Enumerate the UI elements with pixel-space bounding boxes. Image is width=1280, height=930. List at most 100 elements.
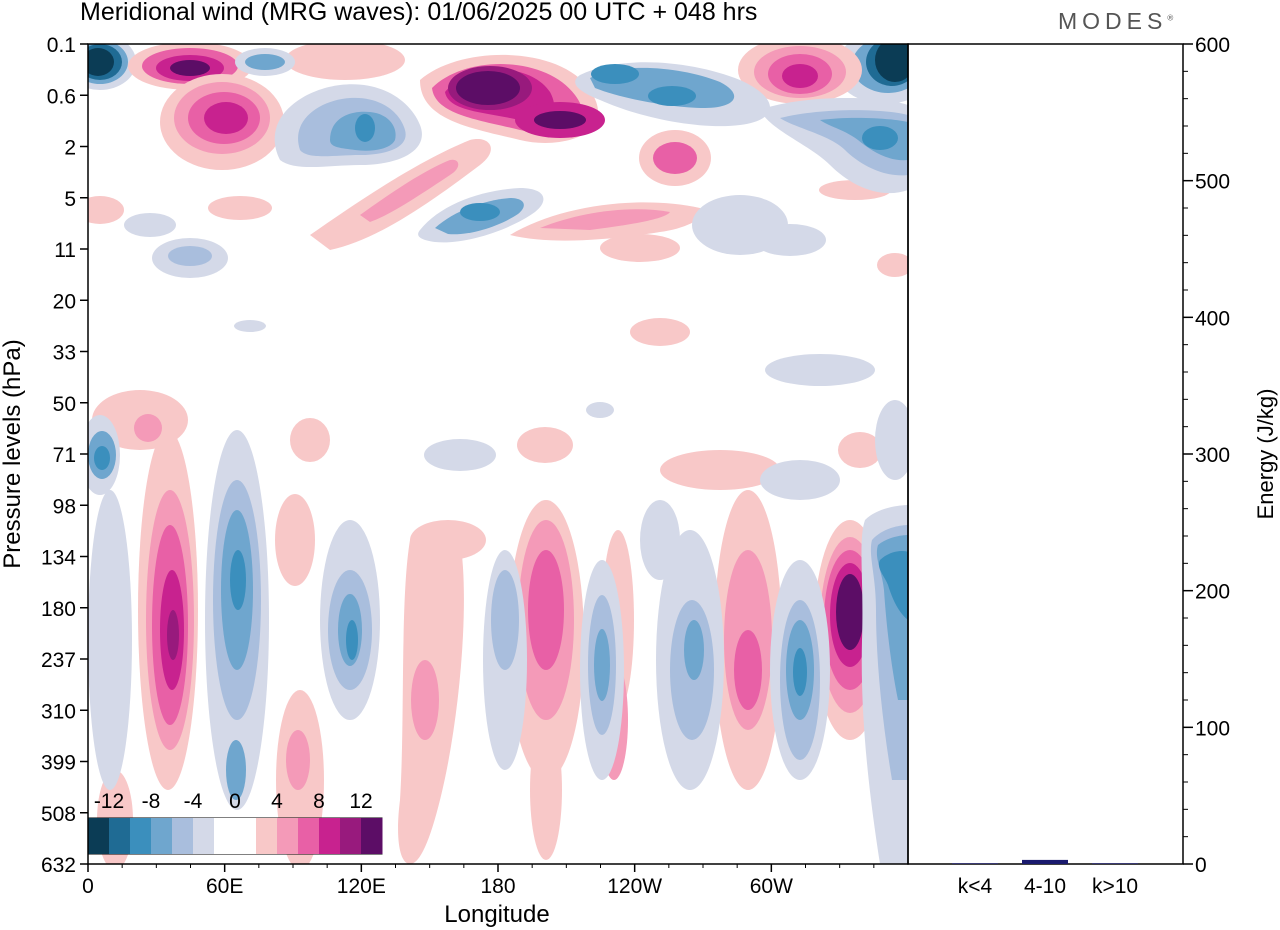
colorbar: -12 -8 -4 0 4 8 12 xyxy=(87,790,383,855)
y-axis: 0.1 0.6 2 5 11 20 33 50 71 98 134 180 237 310 399 508 63… xyxy=(41,34,88,877)
contour-cell xyxy=(760,460,840,780)
x-tick-label: 60W xyxy=(750,875,793,898)
contour-cell xyxy=(420,54,605,143)
colorbar-label: 0 xyxy=(229,790,241,813)
colorbar-label: -12 xyxy=(94,790,124,813)
x-axis-label: Longitude xyxy=(444,901,549,928)
y-tick-label: 33 xyxy=(53,342,76,365)
y-tick-label: 98 xyxy=(53,495,76,518)
contour-cell xyxy=(88,44,136,90)
contour-cell xyxy=(235,48,295,76)
x-tick-label: 180 xyxy=(480,875,515,898)
energy-tick-label: 100 xyxy=(1195,717,1230,740)
colorbar-swatch xyxy=(172,818,194,854)
y-tick-label: 71 xyxy=(53,444,76,467)
contour-cell xyxy=(760,98,908,194)
energy-category-label: 4-10 xyxy=(1024,875,1066,898)
contour-cell xyxy=(575,62,770,127)
colorbar-swatch xyxy=(109,818,131,854)
colorbar-swatch xyxy=(319,818,341,854)
energy-tick-label: 0 xyxy=(1195,854,1207,877)
contour-cell xyxy=(88,180,908,346)
contour-cell xyxy=(285,44,405,80)
colorbar-label: -8 xyxy=(142,790,161,813)
contour-cell xyxy=(660,450,782,790)
energy-bar xyxy=(952,863,998,864)
energy-tick-label: 300 xyxy=(1195,444,1230,467)
energy-bar xyxy=(1022,859,1068,864)
y-tick-label: 237 xyxy=(41,649,76,672)
contour-cell xyxy=(398,520,486,864)
colorbar-swatch xyxy=(235,818,257,854)
colorbar-swatch xyxy=(277,818,299,854)
energy-category-label: k<4 xyxy=(958,875,993,898)
colorbar-label: 4 xyxy=(271,790,283,813)
colorbar-labels: -12 -8 -4 0 4 8 12 xyxy=(94,790,373,813)
contour-cell xyxy=(738,44,862,104)
contour-cell xyxy=(861,400,908,864)
chart-title: Meridional wind (MRG waves): 01/06/2025 … xyxy=(80,0,758,26)
contour-cell xyxy=(138,430,198,790)
contour-cell xyxy=(320,520,380,720)
energy-axis: 0 100 200 300 400 500 600 xyxy=(1183,34,1230,877)
colorbar-swatch xyxy=(361,818,383,854)
colorbar-swatches xyxy=(88,818,383,854)
colorbar-swatch xyxy=(193,818,215,854)
x-tick-label: 60E xyxy=(206,875,243,898)
energy-bars: k<4 4-10 k>10 xyxy=(952,859,1138,898)
colorbar-swatch xyxy=(88,818,110,854)
contour-cell xyxy=(640,500,724,790)
y-tick-label: 134 xyxy=(41,547,76,570)
contour-field xyxy=(88,44,908,864)
y-tick-label: 5 xyxy=(64,188,76,211)
contour-cell xyxy=(160,74,284,170)
contour-cell xyxy=(310,139,491,250)
x-tick-label: 0 xyxy=(82,875,94,898)
contour-cell xyxy=(88,415,132,790)
contour-cell xyxy=(274,84,422,168)
energy-tick-label: 200 xyxy=(1195,581,1230,604)
contour-cell xyxy=(124,195,875,418)
colorbar-swatch xyxy=(256,818,278,854)
energy-tick-label: 600 xyxy=(1195,34,1230,57)
y-axis-label: Pressure levels (hPa) xyxy=(0,339,26,568)
y-tick-label: 310 xyxy=(41,700,76,723)
colorbar-swatch xyxy=(214,818,236,854)
y-tick-label: 399 xyxy=(41,752,76,775)
colorbar-swatch xyxy=(298,818,320,854)
y-tick-label: 0.1 xyxy=(47,34,76,57)
bar-panel-frame xyxy=(907,43,1184,865)
energy-tick-label: 400 xyxy=(1195,307,1230,330)
contour-cell xyxy=(639,130,711,186)
y-tick-label: 180 xyxy=(41,598,76,621)
energy-bar xyxy=(1092,863,1138,864)
contour-cell xyxy=(418,188,544,243)
y-tick-label: 632 xyxy=(41,854,76,877)
contour-cell xyxy=(508,427,584,860)
contour-cell xyxy=(424,439,527,770)
contour-cell xyxy=(580,560,624,780)
y-tick-label: 0.6 xyxy=(47,85,76,108)
colorbar-label: -4 xyxy=(184,790,203,813)
brand-logo: MODES® xyxy=(1058,8,1173,35)
brand-name: MODES xyxy=(1058,8,1168,34)
y-tick-label: 508 xyxy=(41,803,76,826)
y-tick-label: 11 xyxy=(54,239,76,262)
x-axis: 0 60E 120E 180 120W 60W xyxy=(82,864,875,898)
registered-mark: ® xyxy=(1167,13,1174,23)
energy-axis-label: Energy (J/kg) xyxy=(1253,389,1278,520)
x-tick-label: 120W xyxy=(607,875,662,898)
y-tick-label: 2 xyxy=(64,137,76,160)
x-tick-label: 120E xyxy=(337,875,386,898)
contour-cell xyxy=(510,202,703,241)
energy-tick-label: 500 xyxy=(1195,171,1230,194)
colorbar-swatch xyxy=(130,818,152,854)
colorbar-label: 8 xyxy=(313,790,325,813)
y-tick-label: 50 xyxy=(53,393,76,416)
y-tick-label: 20 xyxy=(53,290,76,313)
contour-cell xyxy=(205,430,269,810)
colorbar-label: 12 xyxy=(349,790,372,813)
energy-category-label: k>10 xyxy=(1092,875,1138,898)
colorbar-swatch xyxy=(151,818,173,854)
